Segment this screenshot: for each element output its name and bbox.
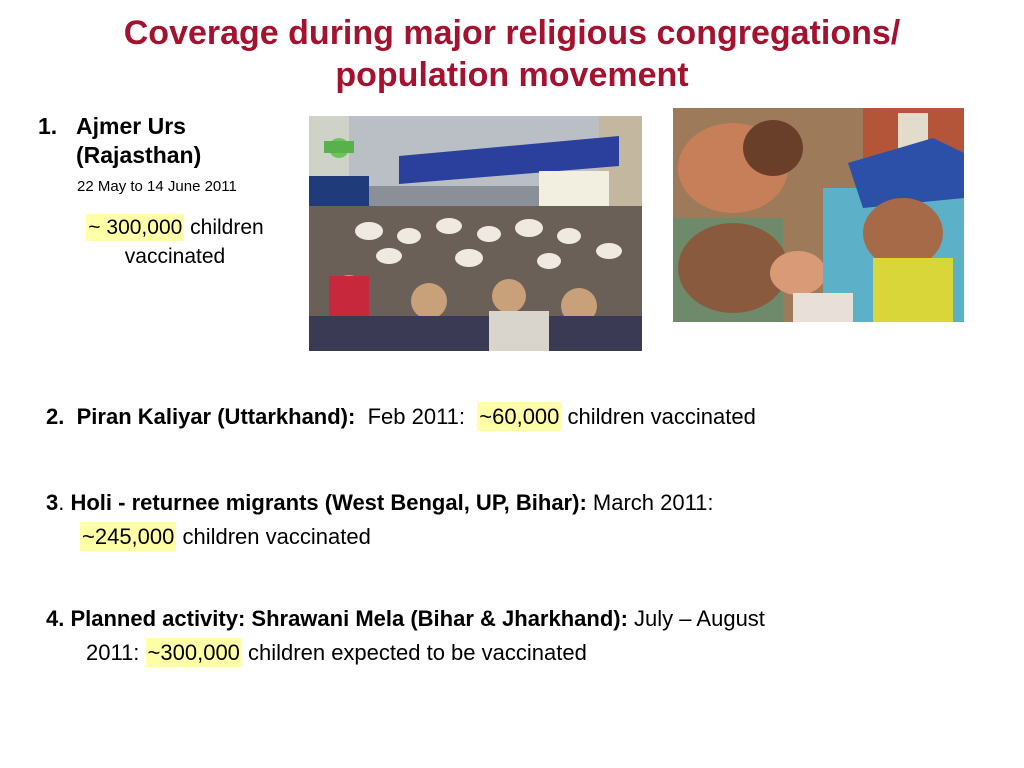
title-line-1: Coverage during major religious congrega… xyxy=(123,14,901,52)
item3-count-highlight: ~245,000 xyxy=(80,522,177,551)
slide-title: Coverage during major religious congrega… xyxy=(20,12,1004,96)
item2-line: 2. Piran Kaliyar (Uttarkhand): Feb 2011:… xyxy=(46,399,756,435)
item1-heading-line1: Ajmer Urs xyxy=(76,113,186,139)
crowd-photo xyxy=(309,116,642,351)
item1-suffix-line2: vaccinated xyxy=(124,245,226,268)
item1-count-highlight: ~ 300,000 xyxy=(86,214,185,241)
item3-line1: 3. Holi - returnee migrants (West Bengal… xyxy=(46,490,714,515)
item4-period2: 2011: xyxy=(86,640,146,665)
item4-suffix: children expected to be vaccinated xyxy=(241,640,587,665)
item3-suffix: children vaccinated xyxy=(176,524,371,549)
item4-period: July – August xyxy=(627,606,765,631)
item1-count-text: ~ 300,000 children vaccinated xyxy=(50,213,300,271)
vaccination-photo xyxy=(673,108,964,322)
item2-number: 2 xyxy=(46,404,59,429)
item2-dot: . xyxy=(58,404,65,429)
item1-heading-text: Ajmer Urs (Rajasthan) xyxy=(76,112,201,170)
item1-dates: 22 May to 14 June 2011 xyxy=(77,178,237,195)
item3-heading: Holi - returnee migrants (West Bengal, U… xyxy=(70,490,587,515)
item3-line2: ~245,000 children vaccinated xyxy=(80,519,371,555)
item2-suffix: children vaccinated xyxy=(561,404,756,429)
item1-heading-line2: (Rajasthan) xyxy=(76,142,202,168)
item3-period: March 2011: xyxy=(586,490,714,515)
item1-suffix-line1: children xyxy=(184,216,264,239)
item4-heading: 4. Planned activity: Shrawani Mela (Biha… xyxy=(46,606,628,631)
item2-count-highlight: ~60,000 xyxy=(477,402,562,431)
item1-number: 1. xyxy=(38,113,58,139)
item4-line1: 4. Planned activity: Shrawani Mela (Biha… xyxy=(46,601,765,637)
item2-period: Feb 2011: xyxy=(367,404,472,429)
item3-number: 3 xyxy=(46,490,59,515)
item2-heading: Piran Kaliyar (Uttarkhand): xyxy=(76,404,356,429)
item4-count-highlight: ~300,000 xyxy=(145,638,242,667)
item4-line2: 2011: ~300,000 children expected to be v… xyxy=(86,635,587,671)
title-line-2: population movement xyxy=(335,56,689,94)
